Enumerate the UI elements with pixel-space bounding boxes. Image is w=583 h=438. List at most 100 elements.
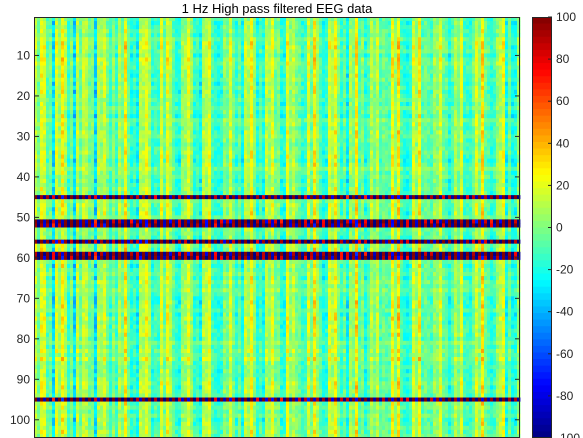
heatmap-cell [415, 102, 419, 107]
heatmap-cell [172, 102, 176, 107]
heatmap-cell [145, 41, 149, 46]
heatmap-cell [256, 118, 260, 123]
heatmap-cell [307, 93, 311, 99]
heatmap-cell [187, 134, 191, 139]
heatmap-cell [415, 130, 419, 135]
heatmap-cell [163, 97, 167, 103]
heatmap-cell [400, 49, 404, 54]
heatmap-cell [331, 69, 335, 75]
heatmap-cell [469, 97, 473, 103]
heatmap-cell [175, 114, 179, 119]
heatmap-cell [130, 53, 134, 58]
heatmap-cell [493, 49, 497, 54]
heatmap-cell [67, 73, 71, 79]
heatmap-cell [394, 73, 398, 79]
heatmap-cell [82, 118, 86, 123]
heatmap-cell [397, 49, 401, 54]
heatmap-cell [256, 122, 260, 127]
heatmap-cell [46, 138, 50, 143]
heatmap-cell [487, 29, 491, 34]
heatmap-cell [181, 106, 185, 111]
heatmap-cell [262, 21, 266, 26]
heatmap-cell [124, 45, 128, 50]
heatmap-cell [409, 41, 413, 46]
heatmap-cell [244, 65, 248, 71]
heatmap-cell [181, 41, 185, 46]
heatmap-cell [97, 114, 101, 119]
heatmap-cell [373, 138, 377, 143]
heatmap-cell [349, 57, 353, 62]
heatmap-cell [259, 138, 263, 143]
heatmap-cell [331, 25, 335, 30]
heatmap-cell [403, 73, 407, 79]
heatmap-cell [373, 126, 377, 131]
heatmap-cell [166, 61, 170, 66]
heatmap-cell [325, 33, 329, 38]
heatmap-cell [496, 126, 500, 131]
heatmap-cell [442, 33, 446, 38]
heatmap-cell [505, 77, 509, 83]
heatmap-cell [277, 126, 281, 131]
heatmap-cell [148, 69, 152, 75]
heatmap-cell [178, 118, 182, 123]
heatmap-cell [76, 126, 80, 131]
heatmap-cell [211, 89, 215, 95]
heatmap-cell [304, 21, 308, 26]
heatmap-cell [313, 130, 317, 135]
heatmap-cell [127, 45, 131, 50]
heatmap-cell [166, 134, 170, 139]
heatmap-cell [325, 89, 329, 95]
heatmap-cell [109, 57, 113, 62]
heatmap-cell [46, 65, 50, 71]
heatmap-cell [193, 33, 197, 38]
heatmap-cell [325, 138, 329, 143]
heatmap-cell [184, 138, 188, 143]
heatmap-cell [178, 65, 182, 71]
heatmap-cell [115, 37, 119, 42]
heatmap-cell [325, 21, 329, 26]
heatmap-cell [385, 33, 389, 38]
heatmap-cell [145, 49, 149, 54]
heatmap-cell [289, 29, 293, 34]
heatmap-cell [394, 25, 398, 30]
heatmap-cell [220, 93, 224, 99]
heatmap-cell [445, 29, 449, 34]
heatmap-cell [310, 114, 314, 119]
heatmap-cell [511, 69, 515, 75]
heatmap-cell [289, 77, 293, 83]
heatmap-cell [67, 85, 71, 91]
heatmap-cell [502, 37, 506, 42]
heatmap-cell [193, 57, 197, 62]
heatmap-cell [388, 81, 392, 87]
heatmap-cell [349, 45, 353, 50]
heatmap-cell [367, 45, 371, 50]
heatmap-cell [334, 138, 338, 143]
heatmap-cell [466, 57, 470, 62]
heatmap-cell [55, 130, 59, 135]
heatmap-cell [499, 65, 503, 71]
heatmap-cell [469, 134, 473, 139]
heatmap-cell [457, 25, 461, 30]
heatmap-cell [154, 126, 158, 131]
heatmap-cell [40, 25, 44, 30]
heatmap-cell [331, 81, 335, 87]
heatmap-cell [91, 118, 95, 123]
heatmap-cell [325, 53, 329, 58]
heatmap-cell [82, 57, 86, 62]
heatmap-cell [52, 45, 56, 50]
heatmap-cell [289, 138, 293, 143]
heatmap-cell [154, 41, 158, 46]
heatmap-cell [391, 97, 395, 103]
heatmap-cell [103, 61, 107, 66]
heatmap-cell [442, 45, 446, 50]
heatmap-cell [76, 106, 80, 111]
heatmap-cell [319, 61, 323, 66]
heatmap-cell [505, 61, 509, 66]
heatmap-cell [484, 134, 488, 139]
heatmap-cell [214, 118, 218, 123]
heatmap-cell [514, 126, 518, 131]
heatmap-cell [463, 17, 467, 22]
heatmap-cell [232, 69, 236, 75]
heatmap-cell [277, 89, 281, 95]
heatmap-cell [190, 110, 194, 115]
